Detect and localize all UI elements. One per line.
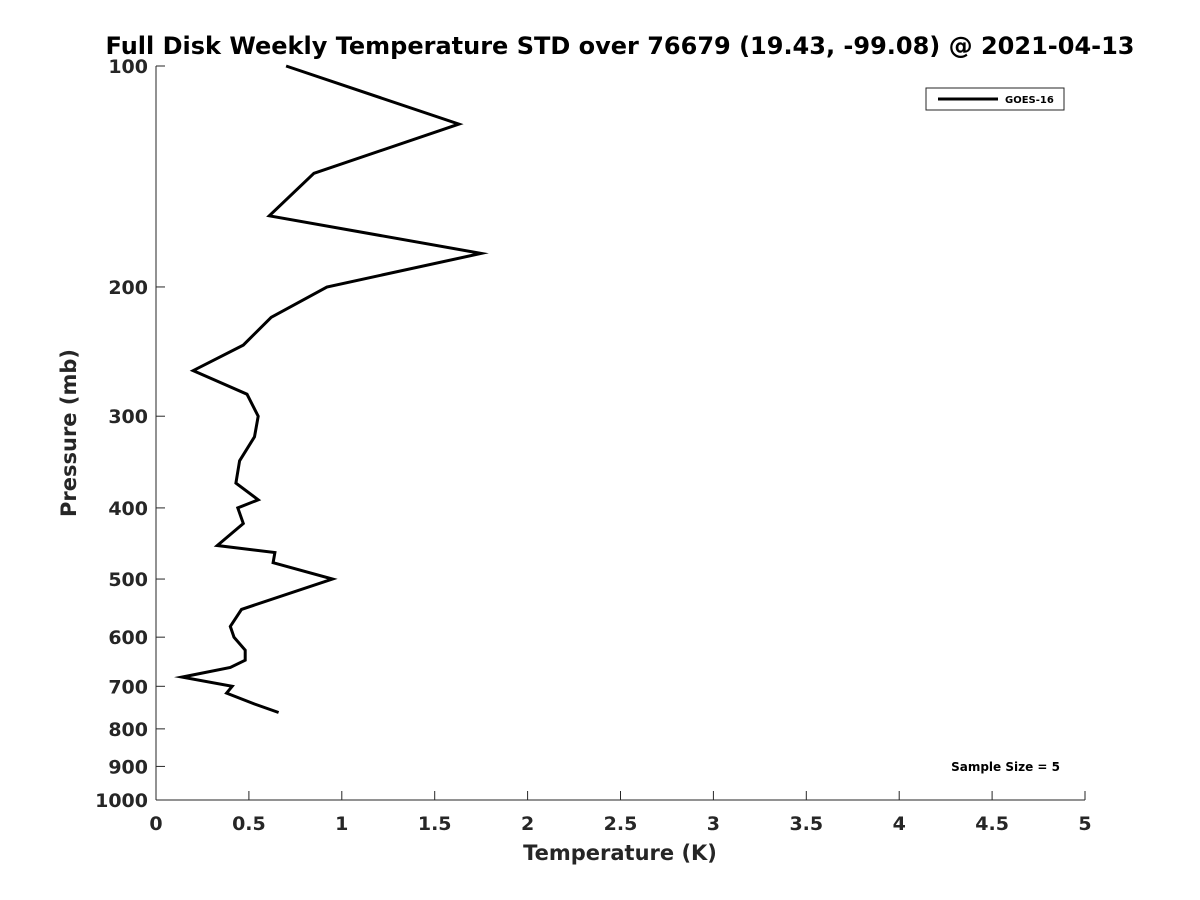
x-axis-label: Temperature (K)	[523, 841, 717, 865]
y-tick-label: 1000	[95, 790, 148, 812]
x-tick-label: 0.5	[232, 813, 266, 835]
x-tick-label: 4.5	[975, 813, 1009, 835]
y-tick-label: 700	[108, 676, 148, 698]
y-tick-label: 600	[108, 627, 148, 649]
x-tick-label: 5	[1078, 813, 1091, 835]
x-tick-label: 3	[707, 813, 720, 835]
plot-area: 0 0.5 1 1.5 2 2.5 3 3.5 4 4.5 5 100 200 300 400 500 600…	[95, 56, 1092, 835]
y-tick-label: 400	[108, 498, 148, 520]
x-tick-label: 1	[335, 813, 348, 835]
series-line-goes-16	[174, 64, 489, 714]
x-ticks: 0 0.5 1 1.5 2 2.5 3 3.5 4 4.5 5	[149, 791, 1092, 835]
y-tick-label: 800	[108, 719, 148, 741]
x-tick-label: 1.5	[418, 813, 452, 835]
y-tick-label: 100	[108, 56, 148, 78]
series-group	[174, 64, 489, 714]
legend-entry-goes-16: GOES-16	[1005, 95, 1054, 106]
sample-size-annotation: Sample Size = 5	[951, 760, 1060, 774]
legend: GOES-16	[925, 87, 1065, 111]
y-tick-label: 500	[108, 569, 148, 591]
x-tick-label: 4	[893, 813, 906, 835]
y-tick-label: 200	[108, 277, 148, 299]
x-tick-label: 3.5	[789, 813, 823, 835]
chart-title: Full Disk Weekly Temperature STD over 76…	[106, 32, 1135, 60]
y-tick-label: 300	[108, 406, 148, 428]
y-tick-label: 900	[108, 756, 148, 778]
y-ticks: 100 200 300 400 500 600 700 800 900 1000	[95, 56, 165, 812]
x-tick-label: 2	[521, 813, 534, 835]
x-tick-label: 0	[149, 813, 162, 835]
x-tick-label: 2.5	[604, 813, 638, 835]
y-axis-label: Pressure (mb)	[57, 349, 81, 517]
